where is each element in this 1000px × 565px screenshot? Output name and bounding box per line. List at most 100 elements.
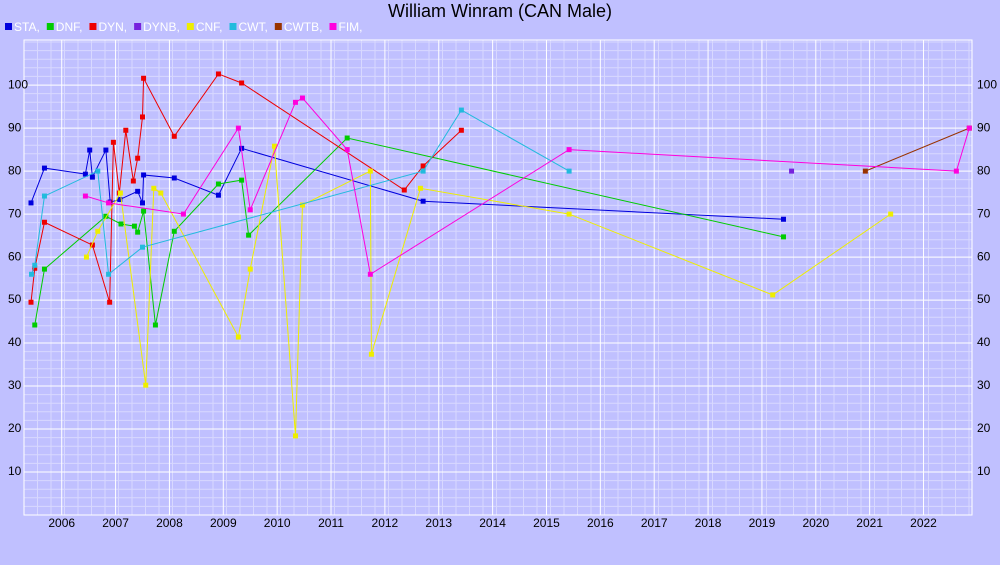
point bbox=[152, 322, 158, 328]
point bbox=[106, 271, 112, 277]
point bbox=[171, 228, 177, 234]
series-line bbox=[85, 97, 970, 276]
point bbox=[420, 168, 426, 174]
point bbox=[344, 135, 350, 141]
point bbox=[135, 155, 141, 161]
legend-swatch bbox=[329, 23, 337, 30]
point bbox=[566, 211, 572, 217]
y-tick-label-right: 50 bbox=[977, 292, 991, 306]
point bbox=[106, 200, 112, 206]
y-tick-label-right: 20 bbox=[977, 421, 991, 435]
point bbox=[292, 99, 298, 105]
legend-label: DNF, bbox=[56, 20, 83, 34]
point bbox=[780, 216, 786, 222]
point bbox=[215, 71, 221, 77]
point bbox=[235, 334, 241, 340]
point bbox=[246, 232, 252, 238]
point bbox=[566, 147, 572, 153]
x-tick-label: 2012 bbox=[372, 516, 399, 530]
point bbox=[117, 196, 123, 202]
point bbox=[780, 234, 786, 240]
point bbox=[151, 185, 157, 191]
point bbox=[141, 172, 147, 178]
legend-swatch bbox=[46, 23, 54, 30]
legend-label: CNF, bbox=[196, 20, 223, 34]
point bbox=[28, 200, 34, 206]
point bbox=[141, 208, 147, 214]
y-tick-label-right: 60 bbox=[977, 249, 991, 263]
x-tick-label: 2010 bbox=[264, 516, 291, 530]
point bbox=[41, 165, 47, 171]
point bbox=[966, 125, 972, 131]
y-tick-label: 60 bbox=[8, 249, 22, 263]
chart-title: William Winram (CAN Male) bbox=[388, 1, 612, 21]
point bbox=[180, 211, 186, 217]
point bbox=[41, 266, 47, 272]
point bbox=[140, 114, 145, 120]
point bbox=[110, 139, 116, 145]
legend-label: FIM, bbox=[338, 20, 362, 34]
point bbox=[107, 299, 113, 305]
point bbox=[135, 188, 141, 194]
point bbox=[235, 125, 241, 131]
legend-label: CWT, bbox=[238, 20, 267, 34]
point bbox=[95, 168, 101, 174]
legend-label: CWTB, bbox=[284, 20, 323, 34]
point bbox=[131, 223, 137, 229]
point bbox=[292, 433, 298, 439]
point bbox=[417, 185, 423, 191]
y-tick-label: 20 bbox=[8, 421, 22, 435]
point bbox=[118, 221, 124, 227]
y-tick-label-right: 30 bbox=[977, 378, 991, 392]
legend-swatch bbox=[274, 23, 282, 30]
legend-label: STA, bbox=[14, 20, 40, 34]
series-line bbox=[30, 147, 784, 220]
point bbox=[123, 127, 129, 133]
y-tick-label: 40 bbox=[8, 335, 22, 349]
x-tick-label: 2014 bbox=[479, 516, 506, 530]
point bbox=[953, 168, 959, 174]
point bbox=[171, 133, 177, 139]
legend-swatch bbox=[186, 23, 194, 30]
y-tick-label-right: 40 bbox=[977, 335, 991, 349]
y-tick-label: 100 bbox=[8, 77, 28, 91]
x-tick-label: 2011 bbox=[318, 516, 344, 530]
point bbox=[29, 271, 35, 277]
legend-swatch bbox=[229, 23, 237, 30]
point bbox=[239, 177, 245, 183]
point bbox=[299, 202, 305, 208]
point bbox=[862, 168, 868, 174]
legend-swatch bbox=[5, 23, 12, 30]
point bbox=[401, 187, 407, 193]
point bbox=[32, 265, 38, 271]
point bbox=[117, 190, 123, 196]
point bbox=[239, 80, 245, 86]
y-tick-label: 10 bbox=[8, 464, 22, 478]
plot-border bbox=[23, 39, 973, 516]
y-tick-label: 50 bbox=[8, 292, 22, 306]
point bbox=[458, 127, 464, 133]
point bbox=[171, 175, 177, 181]
point bbox=[299, 95, 305, 101]
legend-swatch bbox=[89, 23, 97, 30]
point bbox=[87, 147, 93, 153]
y-tick-label: 80 bbox=[8, 163, 22, 177]
point bbox=[141, 75, 147, 81]
point bbox=[888, 211, 894, 217]
x-tick-label: 2015 bbox=[533, 516, 560, 530]
point bbox=[135, 229, 141, 235]
legend-swatch bbox=[134, 23, 142, 30]
point bbox=[82, 171, 88, 177]
y-tick-label: 30 bbox=[8, 378, 22, 392]
point bbox=[41, 193, 47, 199]
point bbox=[367, 168, 373, 174]
point bbox=[420, 163, 426, 169]
point bbox=[41, 219, 47, 225]
x-tick-label: 2021 bbox=[856, 516, 883, 530]
x-tick-label: 2006 bbox=[48, 516, 75, 530]
point bbox=[458, 107, 464, 113]
point bbox=[215, 181, 221, 187]
point bbox=[143, 382, 149, 388]
point bbox=[83, 254, 89, 260]
